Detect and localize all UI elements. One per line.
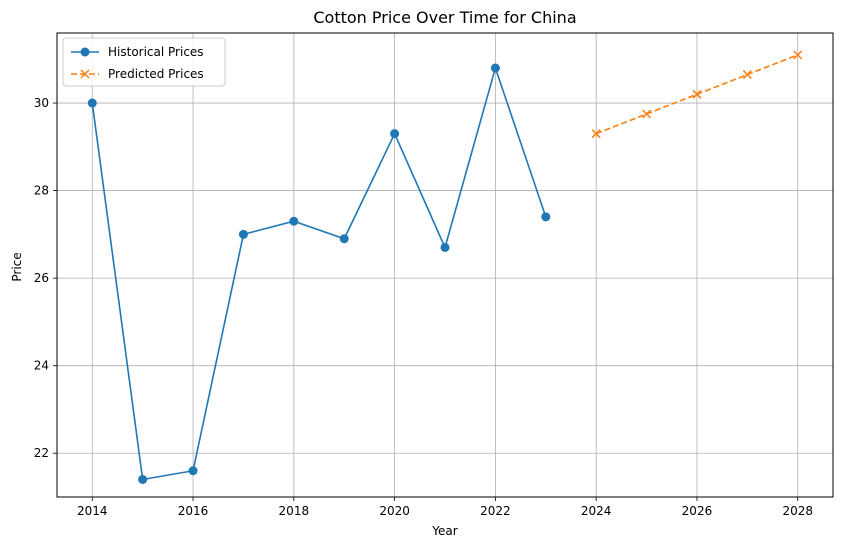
plot-frame <box>56 32 834 498</box>
data-point <box>289 216 299 226</box>
data-point <box>490 63 500 73</box>
data-point <box>591 129 601 139</box>
axis-ticks: 2014 2016 2018 2020 2022 2024 2026 2028 22 24 26 28… <box>34 96 813 518</box>
data-point <box>793 50 803 60</box>
legend: Historical Prices Predicted Prices <box>62 37 226 87</box>
x-axis-label: Year <box>431 524 457 538</box>
series-layer <box>87 50 803 484</box>
legend-item: Historical Prices <box>71 45 204 59</box>
marker-stroke <box>793 50 803 60</box>
series-line <box>91 65 547 481</box>
data-point <box>440 242 450 252</box>
y-tick-label: 30 <box>34 96 49 110</box>
chart-title: Cotton Price Over Time for China <box>313 8 576 27</box>
y-tick-label: 22 <box>34 446 49 460</box>
series-2 <box>591 50 803 139</box>
data-point <box>339 234 349 244</box>
grid-lines <box>57 33 833 497</box>
data-point <box>541 212 551 222</box>
marker-stroke <box>591 129 601 139</box>
data-point <box>138 474 148 484</box>
y-tick-label: 28 <box>34 184 49 198</box>
marker-stroke <box>742 70 752 80</box>
marker-stroke <box>642 109 652 119</box>
x-tick-label: 2026 <box>682 504 713 518</box>
data-point <box>390 129 400 139</box>
x-tick-label: 2016 <box>178 504 209 518</box>
x-tick-label: 2014 <box>77 504 108 518</box>
legend-box <box>62 37 226 87</box>
legend-marker <box>80 47 90 57</box>
y-axis-label: Price <box>10 252 24 281</box>
data-point <box>87 98 97 108</box>
x-tick-label: 2022 <box>480 504 511 518</box>
x-tick-label: 2028 <box>782 504 813 518</box>
data-point <box>742 70 752 80</box>
legend-label: Predicted Prices <box>108 67 204 81</box>
y-tick-label: 26 <box>34 271 49 285</box>
data-point <box>188 466 198 476</box>
legend-marker <box>80 69 90 79</box>
data-point <box>238 229 248 239</box>
x-tick-label: 2024 <box>581 504 612 518</box>
data-point <box>642 109 652 119</box>
x-tick-label: 2018 <box>279 504 310 518</box>
y-tick-label: 24 <box>34 359 49 373</box>
marker-stroke <box>80 69 90 79</box>
legend-item: Predicted Prices <box>71 67 204 81</box>
series-1 <box>87 63 551 484</box>
marker-stroke <box>692 89 702 99</box>
data-point <box>692 89 702 99</box>
legend-label: Historical Prices <box>108 45 204 59</box>
x-tick-label: 2020 <box>379 504 410 518</box>
